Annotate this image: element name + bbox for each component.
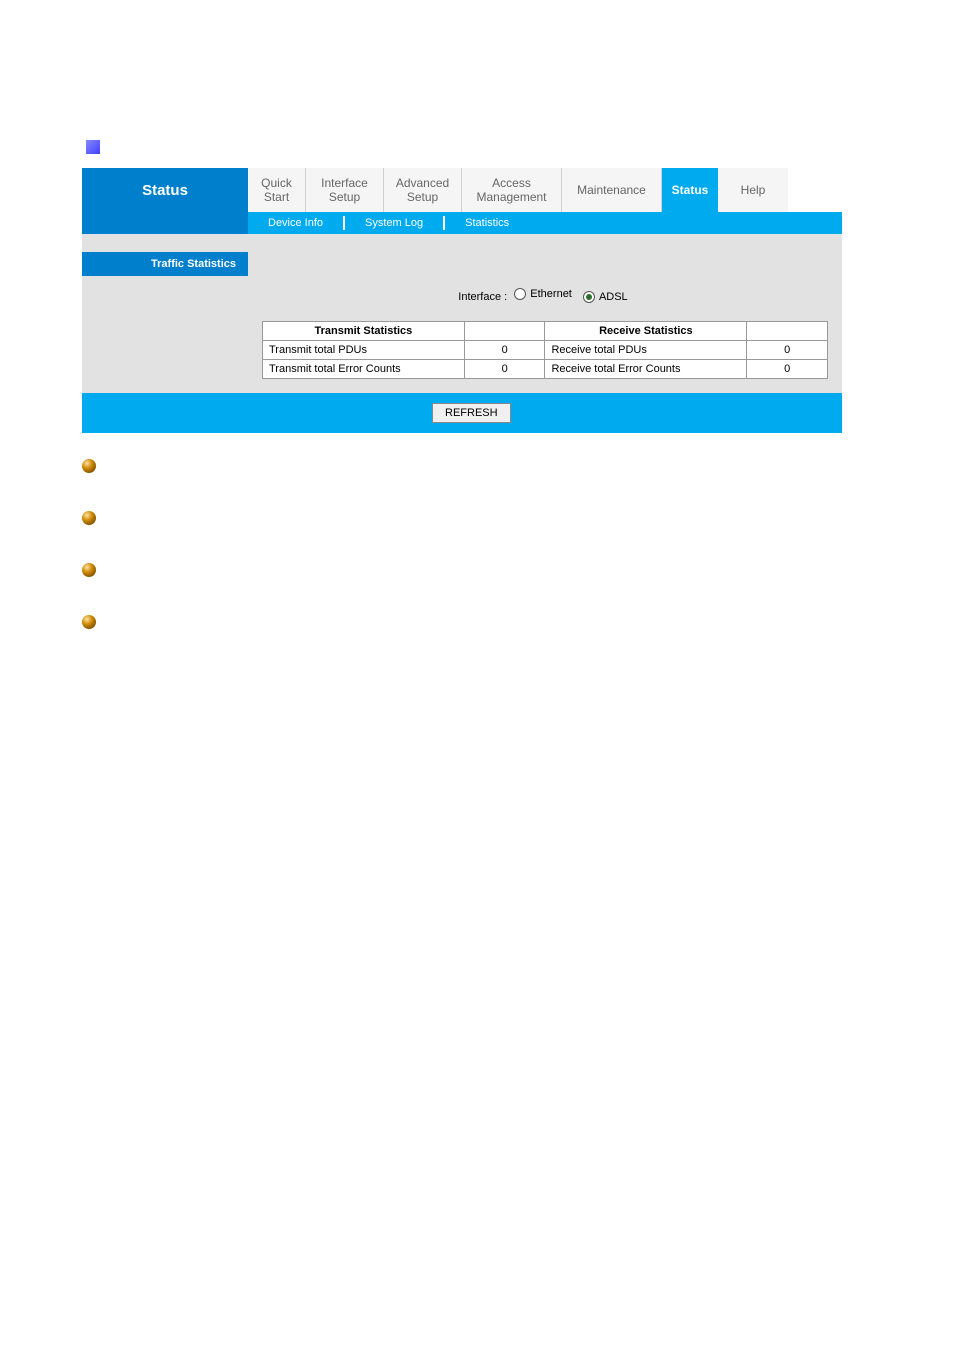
- tx-val: 0: [464, 341, 545, 360]
- transmit-header-spacer: [464, 322, 545, 341]
- table-row: Transmit total PDUs 0 Receive total PDUs…: [263, 341, 828, 360]
- bullet-icon: [82, 511, 96, 525]
- list-item: [82, 509, 842, 525]
- nav-access-management[interactable]: AccessManagement: [462, 168, 562, 212]
- table-row: Transmit total Error Counts 0 Receive to…: [263, 360, 828, 379]
- bullet-icon: [82, 459, 96, 473]
- list-item: [82, 457, 842, 473]
- interface-label: Interface :: [458, 291, 507, 303]
- gap-row: [82, 234, 842, 252]
- receive-header: Receive Statistics: [545, 322, 747, 341]
- interface-selector: Interface : Ethernet ADSL: [262, 288, 828, 303]
- tx-label: Transmit total Error Counts: [263, 360, 465, 379]
- nav-interface-setup[interactable]: InterfaceSetup: [306, 168, 384, 212]
- nav-status[interactable]: Status: [662, 168, 718, 212]
- subnav-system-log[interactable]: System Log: [345, 217, 443, 229]
- page-title: Status: [82, 168, 248, 212]
- radio-ethernet[interactable]: Ethernet: [514, 288, 572, 300]
- subnav-device-info[interactable]: Device Info: [248, 217, 343, 229]
- section-header-row: Traffic Statistics: [82, 252, 842, 276]
- nav-advanced-setup[interactable]: AdvancedSetup: [384, 168, 462, 212]
- transmit-header: Transmit Statistics: [263, 322, 465, 341]
- bullet-icon: [82, 563, 96, 577]
- tx-val: 0: [464, 360, 545, 379]
- subnav-statistics[interactable]: Statistics: [445, 217, 529, 229]
- bullet-list: [82, 457, 842, 629]
- nav-help[interactable]: Help: [718, 168, 788, 212]
- radio-adsl[interactable]: ADSL: [583, 291, 628, 303]
- list-item: [82, 561, 842, 577]
- radio-adsl-label: ADSL: [599, 291, 628, 303]
- rx-label: Receive total PDUs: [545, 341, 747, 360]
- section-title: Traffic Statistics: [82, 252, 248, 276]
- rx-label: Receive total Error Counts: [545, 360, 747, 379]
- list-item: [82, 613, 842, 629]
- header-nav: Status QuickStart InterfaceSetup Advance…: [82, 168, 842, 212]
- footer-row: REFRESH: [82, 393, 842, 433]
- bullet-icon: [82, 615, 96, 629]
- statistics-table: Transmit Statistics Receive Statistics T…: [262, 321, 828, 379]
- rx-val: 0: [747, 341, 828, 360]
- nav-quick-start[interactable]: QuickStart: [248, 168, 306, 212]
- receive-header-spacer: [747, 322, 828, 341]
- radio-ethernet-label: Ethernet: [530, 288, 572, 300]
- decorative-square: [86, 140, 100, 154]
- content-row: Interface : Ethernet ADSL Transmit Stati…: [82, 276, 842, 393]
- tx-label: Transmit total PDUs: [263, 341, 465, 360]
- refresh-button[interactable]: REFRESH: [432, 403, 511, 423]
- subnav: Device Info System Log Statistics: [82, 212, 842, 234]
- rx-val: 0: [747, 360, 828, 379]
- nav-maintenance[interactable]: Maintenance: [562, 168, 662, 212]
